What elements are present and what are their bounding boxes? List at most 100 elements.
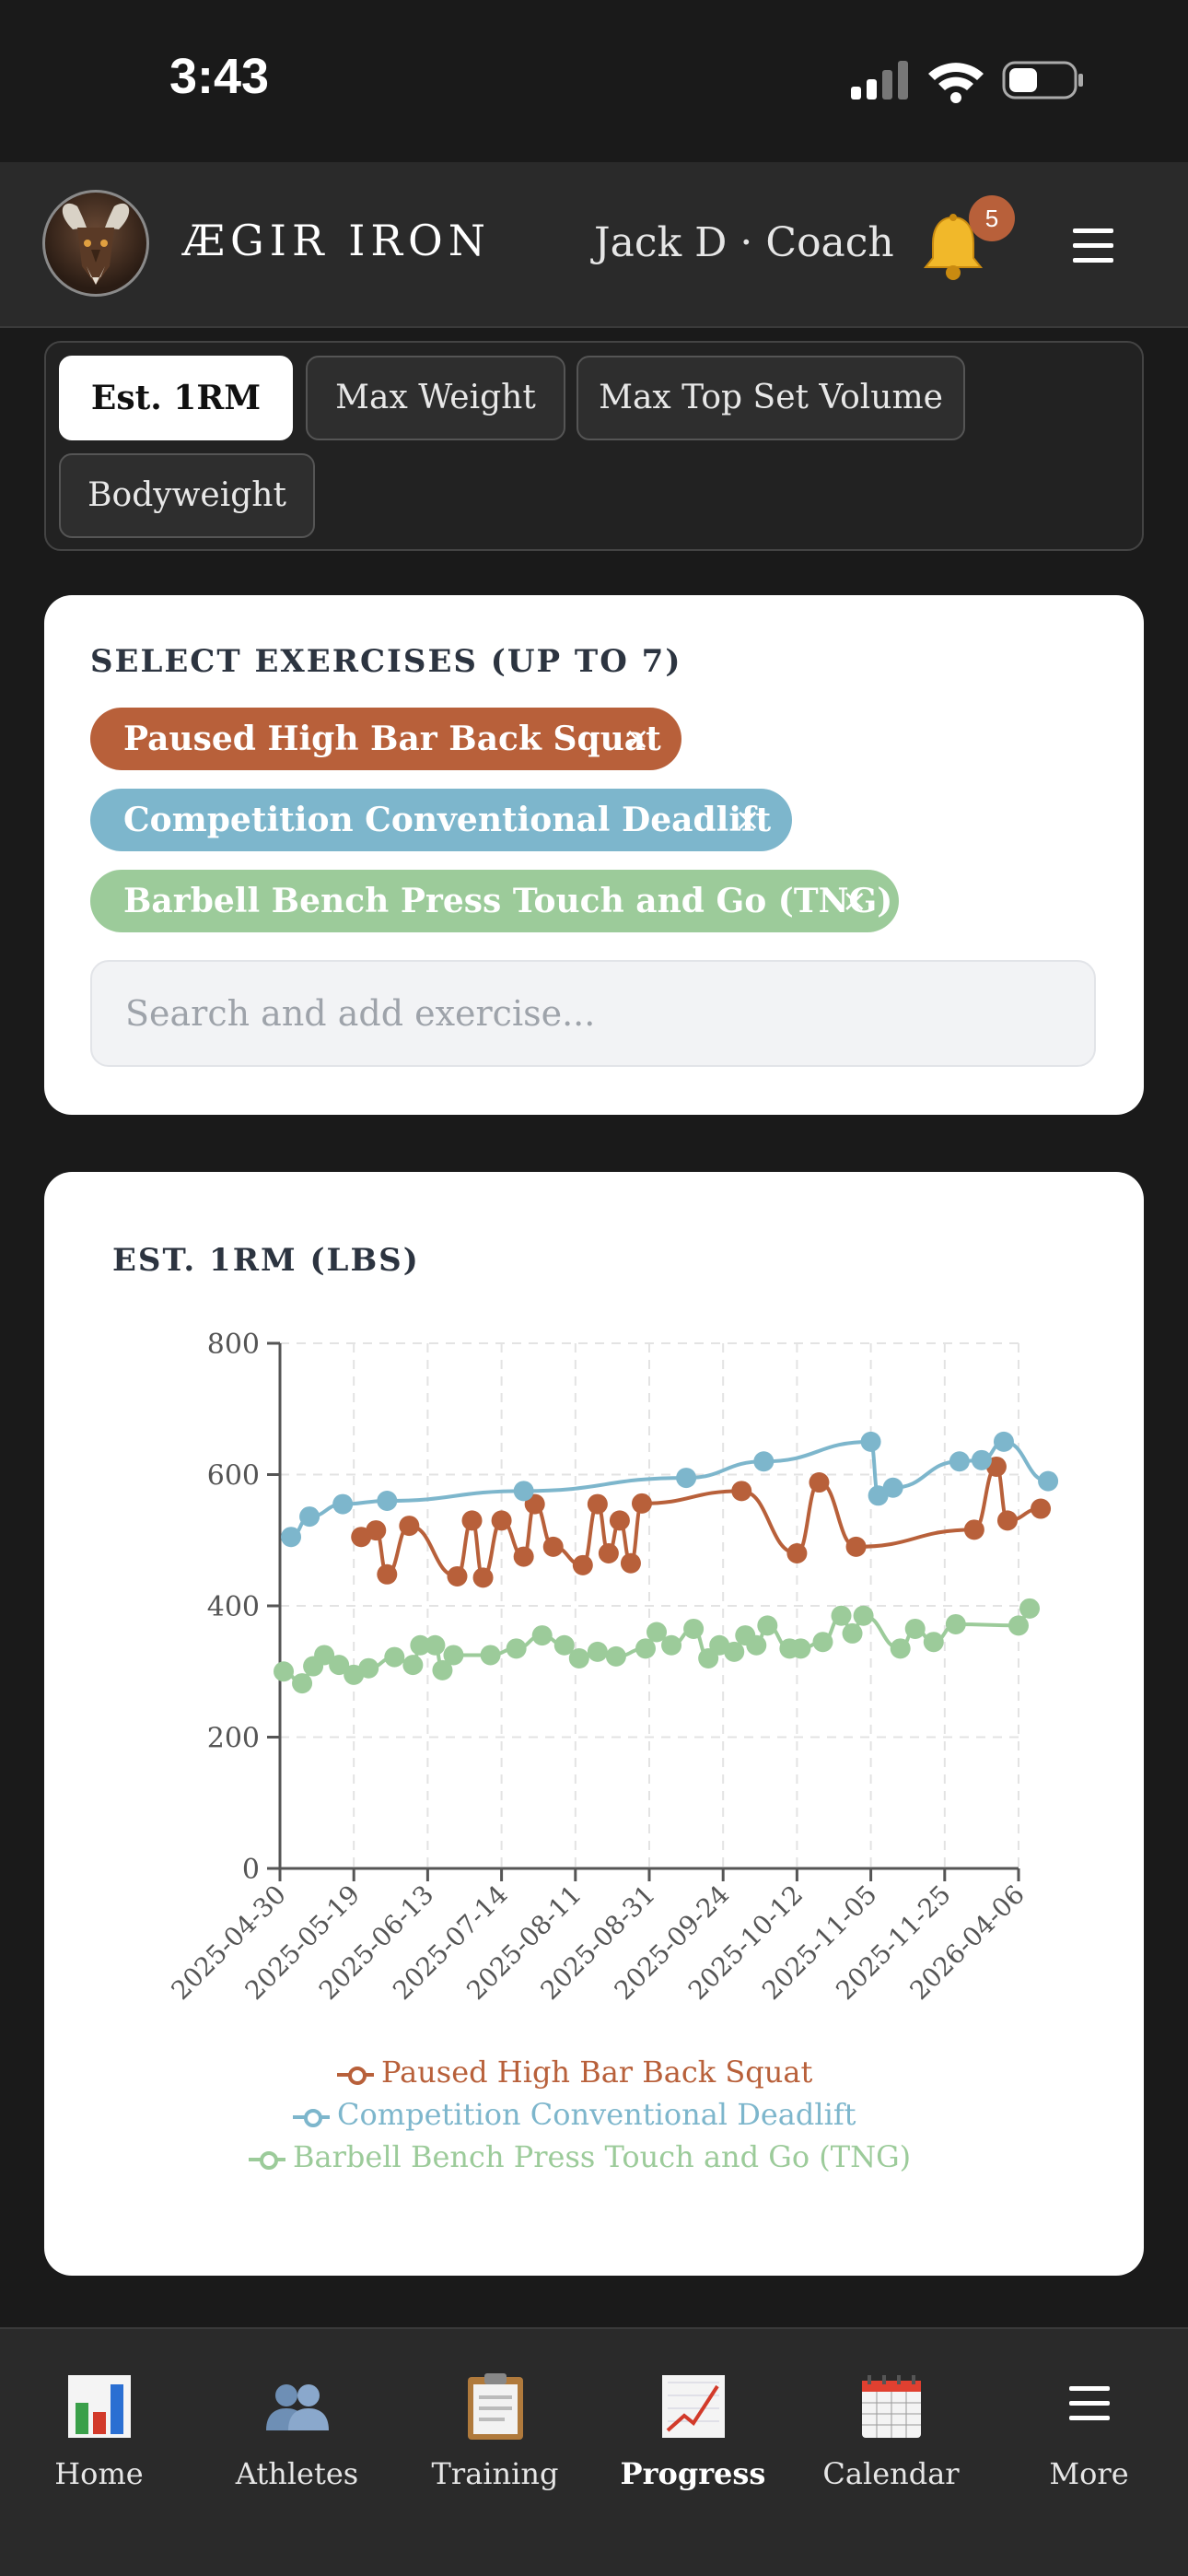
data-point [1031,1498,1052,1519]
exercise-chip-deadlift: Competition Conventional Deadlift × [90,789,792,851]
data-point [358,1657,379,1679]
bottom-nav: Home Athletes Training Progress [0,2327,1188,2576]
data-point [631,1493,652,1514]
data-point [683,1618,705,1639]
data-point [587,1641,608,1662]
app-header: ÆGIR IRON Jack D · Coach 5 [0,162,1188,328]
data-point [461,1510,483,1531]
tab-max-weight[interactable]: Max Weight [306,356,565,440]
tab-est-1rm[interactable]: Est. 1RM [59,356,293,440]
data-point [786,1543,808,1563]
legend-label: Competition Conventional Deadlift [337,2097,856,2132]
data-point [1038,1470,1059,1492]
nav-label: Home [54,2456,144,2491]
status-icons [851,61,1083,103]
data-point [971,1449,992,1470]
signal-icon [851,61,908,100]
data-point [506,1638,527,1659]
data-point [513,1546,534,1567]
data-point [993,1431,1014,1452]
chip-remove-icon[interactable]: × [734,802,762,838]
progress-chart-card: EST. 1RM (LBS) 0 200 400 600 800 2025-04-30 20… [44,1172,1144,2276]
user-role-label[interactable]: Jack D · Coach [594,219,894,266]
data-point [587,1493,608,1515]
tab-bodyweight[interactable]: Bodyweight [59,453,315,538]
data-point [314,1645,335,1666]
data-point [332,1493,354,1515]
data-point [274,1661,295,1682]
data-point [1008,1615,1029,1636]
notification-count-badge: 5 [969,195,1015,241]
nav-calendar[interactable]: Calendar [792,2370,990,2535]
y-tick-label: 0 [242,1854,260,1886]
data-point [531,1625,553,1646]
data-point [635,1638,656,1659]
data-point [399,1516,420,1537]
brand-name: ÆGIR IRON [182,216,491,265]
nav-more[interactable]: More [990,2370,1188,2535]
notification-bell-icon[interactable] [916,210,990,284]
legend-label: Paused High Bar Back Squat [381,2055,813,2090]
data-point [432,1659,453,1680]
wifi-icon [928,63,984,103]
data-point [809,1472,830,1493]
nav-progress[interactable]: Progress [594,2370,792,2535]
chip-remove-icon[interactable]: × [623,720,651,757]
data-point [553,1634,575,1656]
chip-label: Barbell Bench Press Touch and Go (TNG) [123,882,893,920]
data-point [890,1638,911,1659]
clipboard-icon [467,2373,523,2440]
data-point [724,1641,745,1662]
data-point [472,1567,494,1588]
data-point [609,1510,630,1531]
data-point [480,1645,501,1666]
nav-label: More [1049,2456,1129,2491]
chip-remove-icon[interactable]: × [841,883,868,919]
data-point [377,1563,398,1585]
data-point [410,1634,431,1656]
logo-goat-icon[interactable] [42,190,149,297]
data-point [292,1673,313,1694]
data-point [443,1645,464,1666]
nav-label: Calendar [822,2456,960,2491]
legend-swatch-deadlift [293,2108,330,2127]
chip-label: Competition Conventional Deadlift [123,801,772,839]
nav-training[interactable]: Training [396,2370,594,2535]
data-point [757,1615,778,1636]
chip-label: Paused High Bar Back Squat [123,720,661,758]
status-bar: 3:43 [0,0,1188,162]
calendar-icon [861,2375,921,2438]
tab-max-top-set-volume[interactable]: Max Top Set Volume [577,356,965,440]
legend-item-squat[interactable]: Paused High Bar Back Squat [337,2055,812,2090]
metric-tabs: Est. 1RM Max Weight Max Top Set Volume B… [44,341,1144,551]
data-point [384,1646,405,1668]
nav-home[interactable]: Home [0,2370,198,2535]
nav-athletes[interactable]: Athletes [198,2370,396,2535]
data-point [945,1613,966,1634]
data-point [366,1520,387,1541]
data-point [842,1622,863,1644]
data-point [963,1519,984,1540]
data-point [572,1554,593,1575]
data-point [598,1543,619,1563]
legend-item-bench[interactable]: Barbell Bench Press Touch and Go (TNG) [249,2139,911,2174]
exercise-select-title: SELECT EXERCISES (UP TO 7) [90,643,682,680]
data-point [882,1477,903,1498]
exercise-search-input[interactable] [90,960,1096,1067]
data-point [491,1510,512,1531]
nav-label: Progress [620,2456,766,2491]
data-point [542,1536,564,1557]
data-point [402,1655,424,1676]
nav-label: Training [431,2456,559,2491]
menu-icon [1068,2386,1110,2420]
data-point [568,1648,589,1669]
trend-chart-icon [661,2375,725,2438]
exercise-chip-bench: Barbell Bench Press Touch and Go (TNG) × [90,870,899,932]
y-tick-label: 400 [207,1591,260,1623]
legend-item-deadlift[interactable]: Competition Conventional Deadlift [293,2097,856,2132]
hamburger-menu-icon[interactable] [1073,228,1113,265]
data-point [812,1632,833,1653]
data-point [746,1634,767,1656]
exercise-chip-squat: Paused High Bar Back Squat × [90,708,681,770]
data-point [853,1605,874,1626]
